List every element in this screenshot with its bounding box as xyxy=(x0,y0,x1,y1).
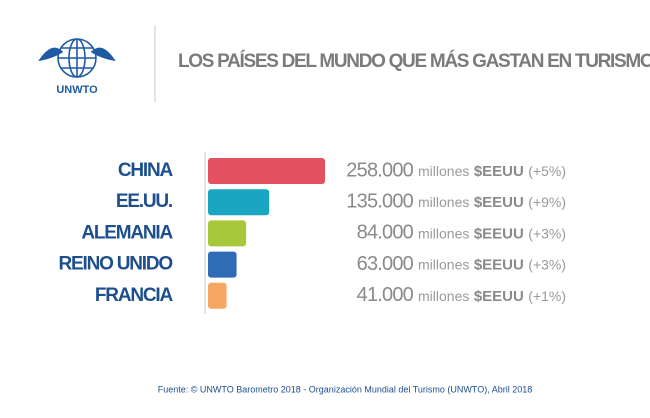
category-label: REINO UNIDO xyxy=(59,254,173,275)
change-label: (+3%) xyxy=(528,256,566,272)
source: Fuente: © UNWTO Barometro 2018 - Organiz… xyxy=(158,384,532,394)
logo-text: UNWTO xyxy=(56,84,98,96)
currency: $EEUU xyxy=(474,194,524,211)
bar xyxy=(208,189,270,216)
change-label: (+5%) xyxy=(528,163,566,179)
chart-title: LOS PAÍSES DEL MUNDO QUE MÁS GASTAN EN T… xyxy=(178,50,650,72)
unit: millones xyxy=(418,194,469,210)
change-label: (+9%) xyxy=(528,194,566,210)
bar xyxy=(208,220,247,247)
currency: $EEUU xyxy=(474,163,524,180)
bar xyxy=(208,251,237,278)
currency: $EEUU xyxy=(474,257,524,274)
category-label: EE.UU. xyxy=(116,191,172,212)
value-unit: millones $EEUU (+3%) xyxy=(418,256,566,274)
value-unit: millones $EEUU (+3%) xyxy=(418,225,566,243)
category-label: ALEMANIA xyxy=(81,222,173,243)
unit: millones xyxy=(418,225,469,241)
bar xyxy=(208,282,227,309)
value-label: 41.000 xyxy=(357,284,414,306)
title-main: LOS PAÍSES DEL MUNDO QUE MÁS GASTAN EN T… xyxy=(178,50,650,72)
bar xyxy=(208,158,325,184)
value-unit: millones $EEUU (+9%) xyxy=(418,194,566,212)
unit: millones xyxy=(418,163,469,179)
category-label: FRANCIA xyxy=(95,285,174,306)
value-label: 84.000 xyxy=(357,222,414,244)
currency: $EEUU xyxy=(474,288,524,305)
value-label: 63.000 xyxy=(357,253,414,275)
category-label: CHINA xyxy=(118,160,174,181)
unit: millones xyxy=(418,256,469,272)
currency: $EEUU xyxy=(474,225,524,242)
unit: millones xyxy=(418,288,469,304)
value-label: 258.000 xyxy=(346,159,413,181)
value-label: 135.000 xyxy=(346,190,413,212)
change-label: (+3%) xyxy=(528,225,566,241)
value-unit: millones $EEUU (+1%) xyxy=(418,288,566,306)
logo-globe xyxy=(38,38,116,78)
value-unit: millones $EEUU (+5%) xyxy=(418,163,566,181)
change-label: (+1%) xyxy=(528,288,566,304)
